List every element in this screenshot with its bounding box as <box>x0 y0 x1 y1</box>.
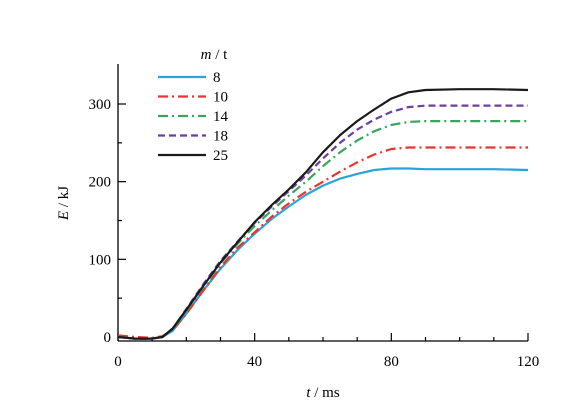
series-line-10 <box>117 146 528 339</box>
legend-title: m / t <box>201 47 229 63</box>
y-tick-label: 200 <box>89 175 112 191</box>
y-axis-label-var: E <box>56 211 72 221</box>
series-line-8 <box>117 167 529 340</box>
x-axis-label-unit: / ms <box>310 385 339 401</box>
legend-title-unit: / t <box>212 47 229 63</box>
x-tick-label: 80 <box>384 354 399 370</box>
series-line-14 <box>117 119 528 340</box>
legend-label-18: 18 <box>213 129 228 145</box>
legend-items: 8 10 14 18 25 <box>158 70 229 164</box>
x-axis-label: t / ms <box>306 385 340 401</box>
legend: m / t 8 10 14 18 25 <box>158 47 229 164</box>
y-tick-label: 0 <box>104 330 112 346</box>
legend-label-14: 14 <box>213 109 229 125</box>
series-line-25 <box>117 88 529 340</box>
x-tick-label: 40 <box>247 354 262 370</box>
legend-label-10: 10 <box>213 90 228 106</box>
x-axis-label-var: t <box>306 385 311 401</box>
series-line-18 <box>117 104 528 340</box>
legend-label-25: 25 <box>213 148 228 164</box>
ticks <box>117 103 529 341</box>
x-tick-label: 120 <box>517 354 540 370</box>
legend-label-8: 8 <box>213 70 221 86</box>
legend-title-var: m <box>201 47 212 63</box>
y-tick-label: 100 <box>89 252 112 268</box>
y-tick-label: 300 <box>89 97 112 113</box>
y-axis-label-unit: / kJ <box>56 186 72 211</box>
tick-labels: 0 40 80 120 0 100 200 300 <box>89 97 540 370</box>
y-axis-label: E / kJ <box>56 186 72 221</box>
series-group <box>117 88 529 340</box>
x-tick-label: 0 <box>114 354 122 370</box>
